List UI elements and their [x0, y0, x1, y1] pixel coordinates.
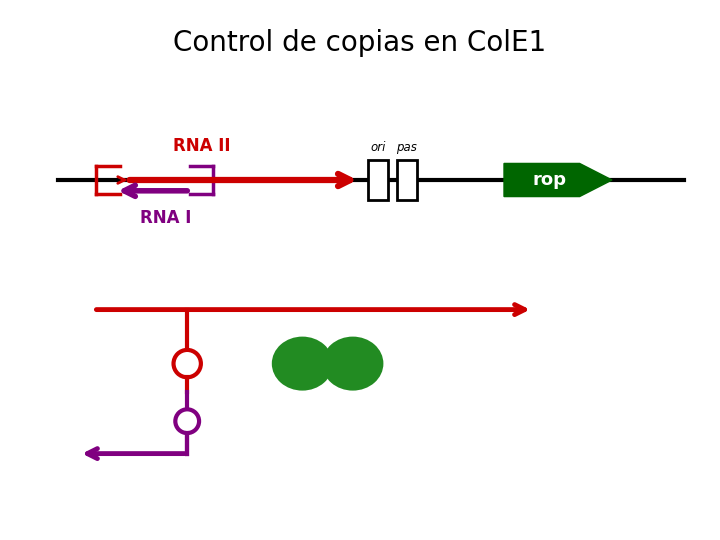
Bar: [397, 160, 417, 200]
Text: ori: ori: [370, 141, 386, 154]
Text: rop: rop: [532, 171, 566, 189]
Ellipse shape: [174, 350, 201, 377]
Ellipse shape: [272, 336, 333, 390]
Bar: [368, 160, 388, 200]
Text: RNA II: RNA II: [173, 137, 230, 155]
Text: Control de copias en ColE1: Control de copias en ColE1: [174, 29, 546, 57]
Text: Rop: Rop: [336, 356, 369, 371]
Text: pas: pas: [397, 141, 417, 154]
Ellipse shape: [176, 409, 199, 433]
Text: Rop: Rop: [286, 356, 319, 371]
Text: RNA I: RNA I: [140, 209, 192, 227]
Ellipse shape: [323, 336, 384, 390]
FancyArrow shape: [504, 164, 612, 197]
